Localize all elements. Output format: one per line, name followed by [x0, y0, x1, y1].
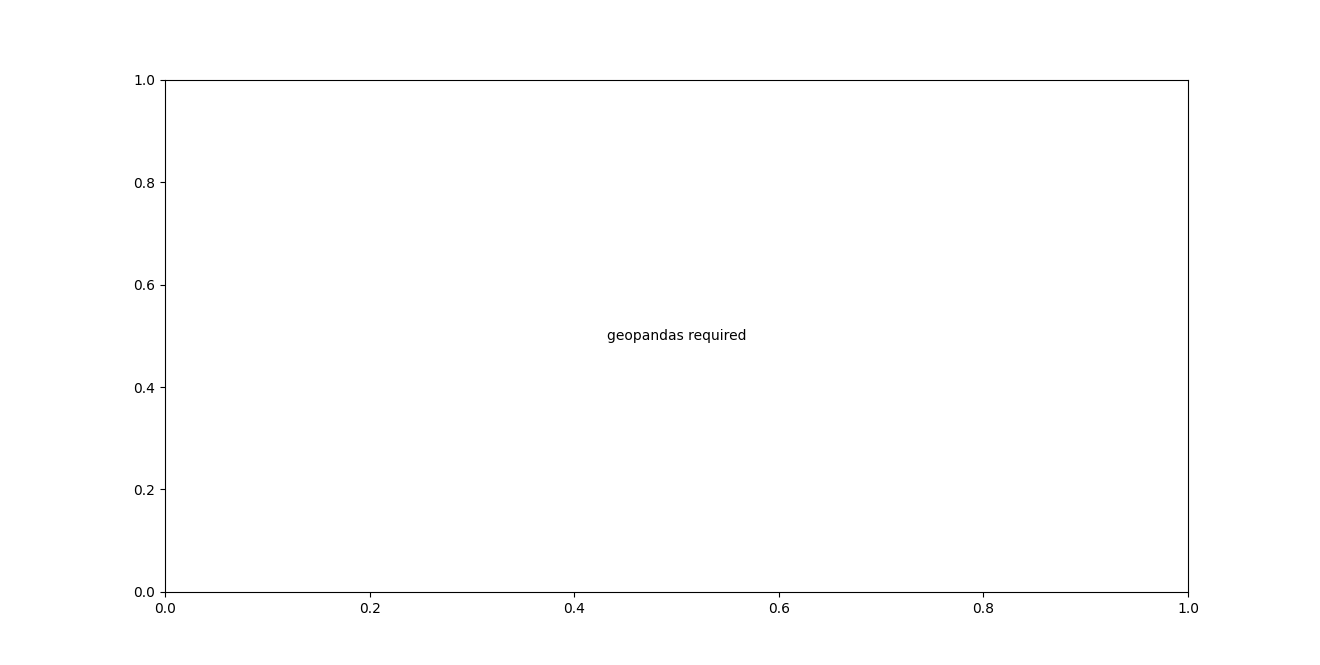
Text: geopandas required: geopandas required	[607, 329, 746, 343]
